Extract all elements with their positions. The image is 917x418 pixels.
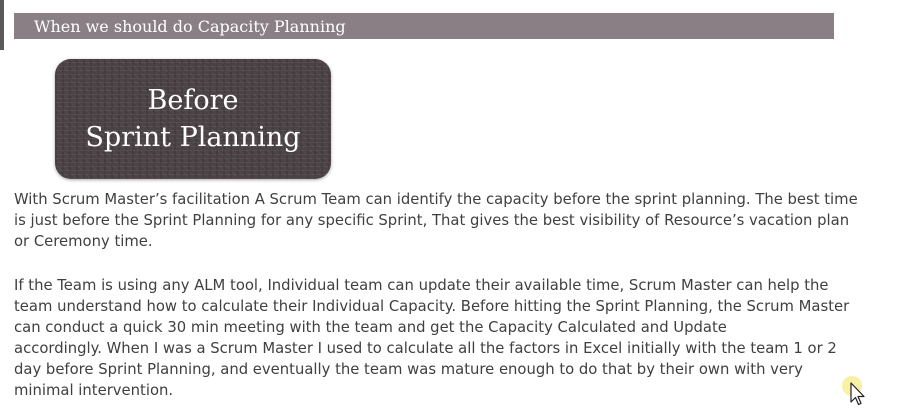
paragraph-alm-tool: If the Team is using any ALM tool, Indiv… bbox=[14, 275, 909, 401]
paragraph-line: With Scrum Master’s facilitation A Scrum… bbox=[14, 191, 858, 208]
paragraph-line: day before Sprint Planning, and eventual… bbox=[14, 361, 803, 378]
badge-line-1: Before bbox=[147, 85, 239, 116]
section-header-title: When we should do Capacity Planning bbox=[34, 16, 346, 36]
cursor-arrow bbox=[850, 382, 865, 406]
slide-edge-rule bbox=[0, 0, 4, 50]
mouse-pointer-icon bbox=[842, 376, 865, 406]
paragraph-line: minimal intervention. bbox=[14, 382, 174, 399]
paragraph-facilitation: With Scrum Master’s facilitation A Scrum… bbox=[14, 189, 909, 252]
section-header-bar: When we should do Capacity Planning bbox=[14, 13, 834, 39]
paragraph-line: can conduct a quick 30 min meeting with … bbox=[14, 319, 727, 336]
paragraph-line: or Ceremony time. bbox=[14, 233, 153, 250]
before-sprint-planning-badge: Before Sprint Planning bbox=[55, 59, 331, 179]
paragraph-line: accordingly. When I was a Scrum Master I… bbox=[14, 340, 837, 357]
badge-line-2: Sprint Planning bbox=[85, 122, 301, 153]
paragraph-line: team understand how to calculate their I… bbox=[14, 298, 850, 315]
paragraph-line: is just before the Sprint Planning for a… bbox=[14, 212, 850, 229]
paragraph-line: If the Team is using any ALM tool, Indiv… bbox=[14, 277, 829, 294]
